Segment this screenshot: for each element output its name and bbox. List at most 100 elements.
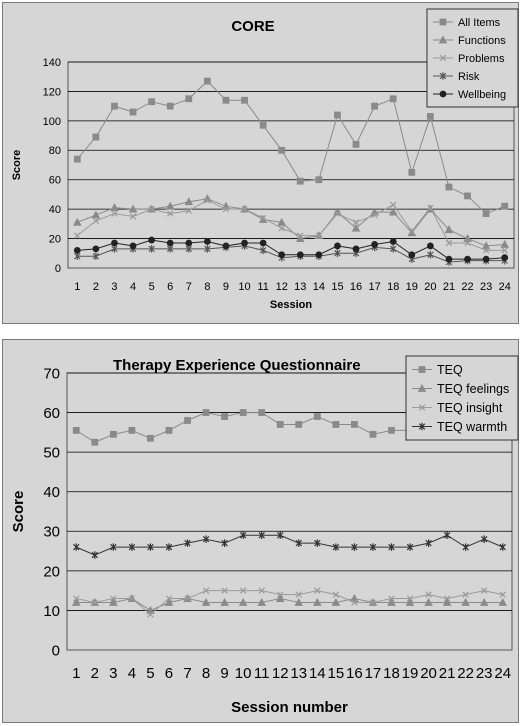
- x-tick-label: 19: [406, 281, 418, 293]
- legend-marker: [439, 90, 447, 98]
- data-point: [185, 95, 193, 103]
- data-point: [166, 102, 174, 110]
- data-point: [388, 426, 395, 434]
- data-point: [426, 113, 434, 120]
- x-tick-label: 20: [424, 281, 436, 293]
- data-point: [334, 111, 341, 119]
- data-point: [479, 597, 489, 606]
- data-point: [147, 434, 154, 442]
- data-point: [258, 531, 265, 540]
- series-line: [76, 199, 505, 251]
- data-point: [444, 225, 454, 234]
- data-point: [259, 246, 267, 255]
- x-tick-label: 4: [130, 281, 136, 293]
- data-point: [442, 597, 452, 606]
- data-point: [110, 203, 119, 212]
- data-point: [92, 245, 100, 253]
- data-point: [389, 95, 397, 103]
- teq-chart-panel: 0 10 20 30 40 50 60 70 1 2 3 4 5 6 7 8 9 10 11 12 13 14 15 16 17…: [2, 339, 519, 723]
- data-point: [204, 245, 211, 253]
- y-axis-label: Score: [11, 150, 23, 181]
- series-problems: [74, 197, 508, 254]
- data-point: [111, 239, 118, 247]
- data-point: [315, 251, 323, 259]
- data-point: [332, 591, 340, 598]
- data-point: [277, 591, 284, 598]
- data-point: [148, 245, 155, 253]
- data-point: [110, 595, 117, 602]
- data-point: [313, 413, 321, 420]
- series-wellbeing: [73, 236, 509, 263]
- data-point: [72, 426, 80, 434]
- data-point: [74, 232, 81, 239]
- x-tick-label: 21: [439, 665, 456, 682]
- data-point: [259, 239, 267, 247]
- data-point: [91, 599, 99, 606]
- data-point: [464, 192, 471, 200]
- legend-label: Wellbeing: [458, 89, 506, 101]
- data-point: [185, 239, 193, 247]
- data-point: [73, 595, 80, 602]
- data-point: [332, 543, 340, 551]
- data-point: [202, 409, 210, 416]
- data-point: [388, 207, 398, 216]
- series-line: [76, 534, 503, 556]
- y-axis-label: Score: [10, 491, 27, 533]
- data-point: [109, 430, 117, 438]
- x-tick-label: 1: [74, 281, 80, 293]
- legend-marker: [439, 72, 447, 80]
- data-point: [184, 595, 191, 602]
- data-point: [148, 236, 156, 244]
- data-point: [164, 597, 174, 606]
- data-point: [165, 543, 173, 551]
- data-point: [461, 597, 470, 606]
- data-point: [241, 239, 248, 247]
- data-point: [405, 597, 415, 606]
- x-tick-label: 1: [72, 665, 80, 682]
- data-point: [238, 597, 248, 606]
- data-point: [315, 232, 323, 239]
- data-point: [498, 597, 508, 606]
- legend-label: TEQ insight: [437, 401, 503, 415]
- data-point: [91, 551, 99, 559]
- data-point: [406, 595, 414, 602]
- x-tick-label: 24: [499, 281, 511, 293]
- data-point: [241, 205, 248, 213]
- y-tick-label: 70: [43, 365, 60, 382]
- x-tick-label: 4: [128, 665, 136, 682]
- data-point: [387, 597, 396, 606]
- data-point: [388, 595, 395, 602]
- data-point: [295, 539, 302, 547]
- data-point: [406, 543, 414, 551]
- data-point: [91, 210, 101, 219]
- legend-marker: [418, 404, 426, 411]
- data-point: [71, 597, 81, 606]
- data-point: [294, 597, 304, 606]
- y-tick-label: 0: [55, 263, 61, 275]
- y-tick-label: 30: [43, 524, 60, 541]
- x-tick-label: 19: [402, 665, 419, 682]
- chart-title: CORE: [231, 18, 274, 35]
- data-point: [258, 587, 265, 594]
- data-point: [220, 597, 229, 606]
- x-tick-label: 7: [183, 665, 191, 682]
- y-tick-label: 60: [43, 405, 60, 422]
- data-point: [351, 543, 358, 551]
- data-point: [369, 599, 377, 606]
- data-point: [350, 421, 358, 428]
- x-axis-label: Session number: [231, 699, 348, 716]
- data-point: [185, 207, 193, 214]
- data-point: [369, 430, 377, 438]
- x-tick-label: 3: [111, 281, 117, 293]
- x-tick-label: 14: [313, 281, 325, 293]
- data-point: [334, 210, 341, 217]
- data-point: [371, 102, 379, 110]
- data-point: [334, 249, 341, 258]
- data-point: [297, 232, 304, 239]
- data-point: [462, 591, 469, 598]
- data-point: [73, 246, 81, 254]
- data-point: [91, 438, 99, 446]
- data-point: [111, 102, 118, 110]
- data-point: [278, 146, 286, 154]
